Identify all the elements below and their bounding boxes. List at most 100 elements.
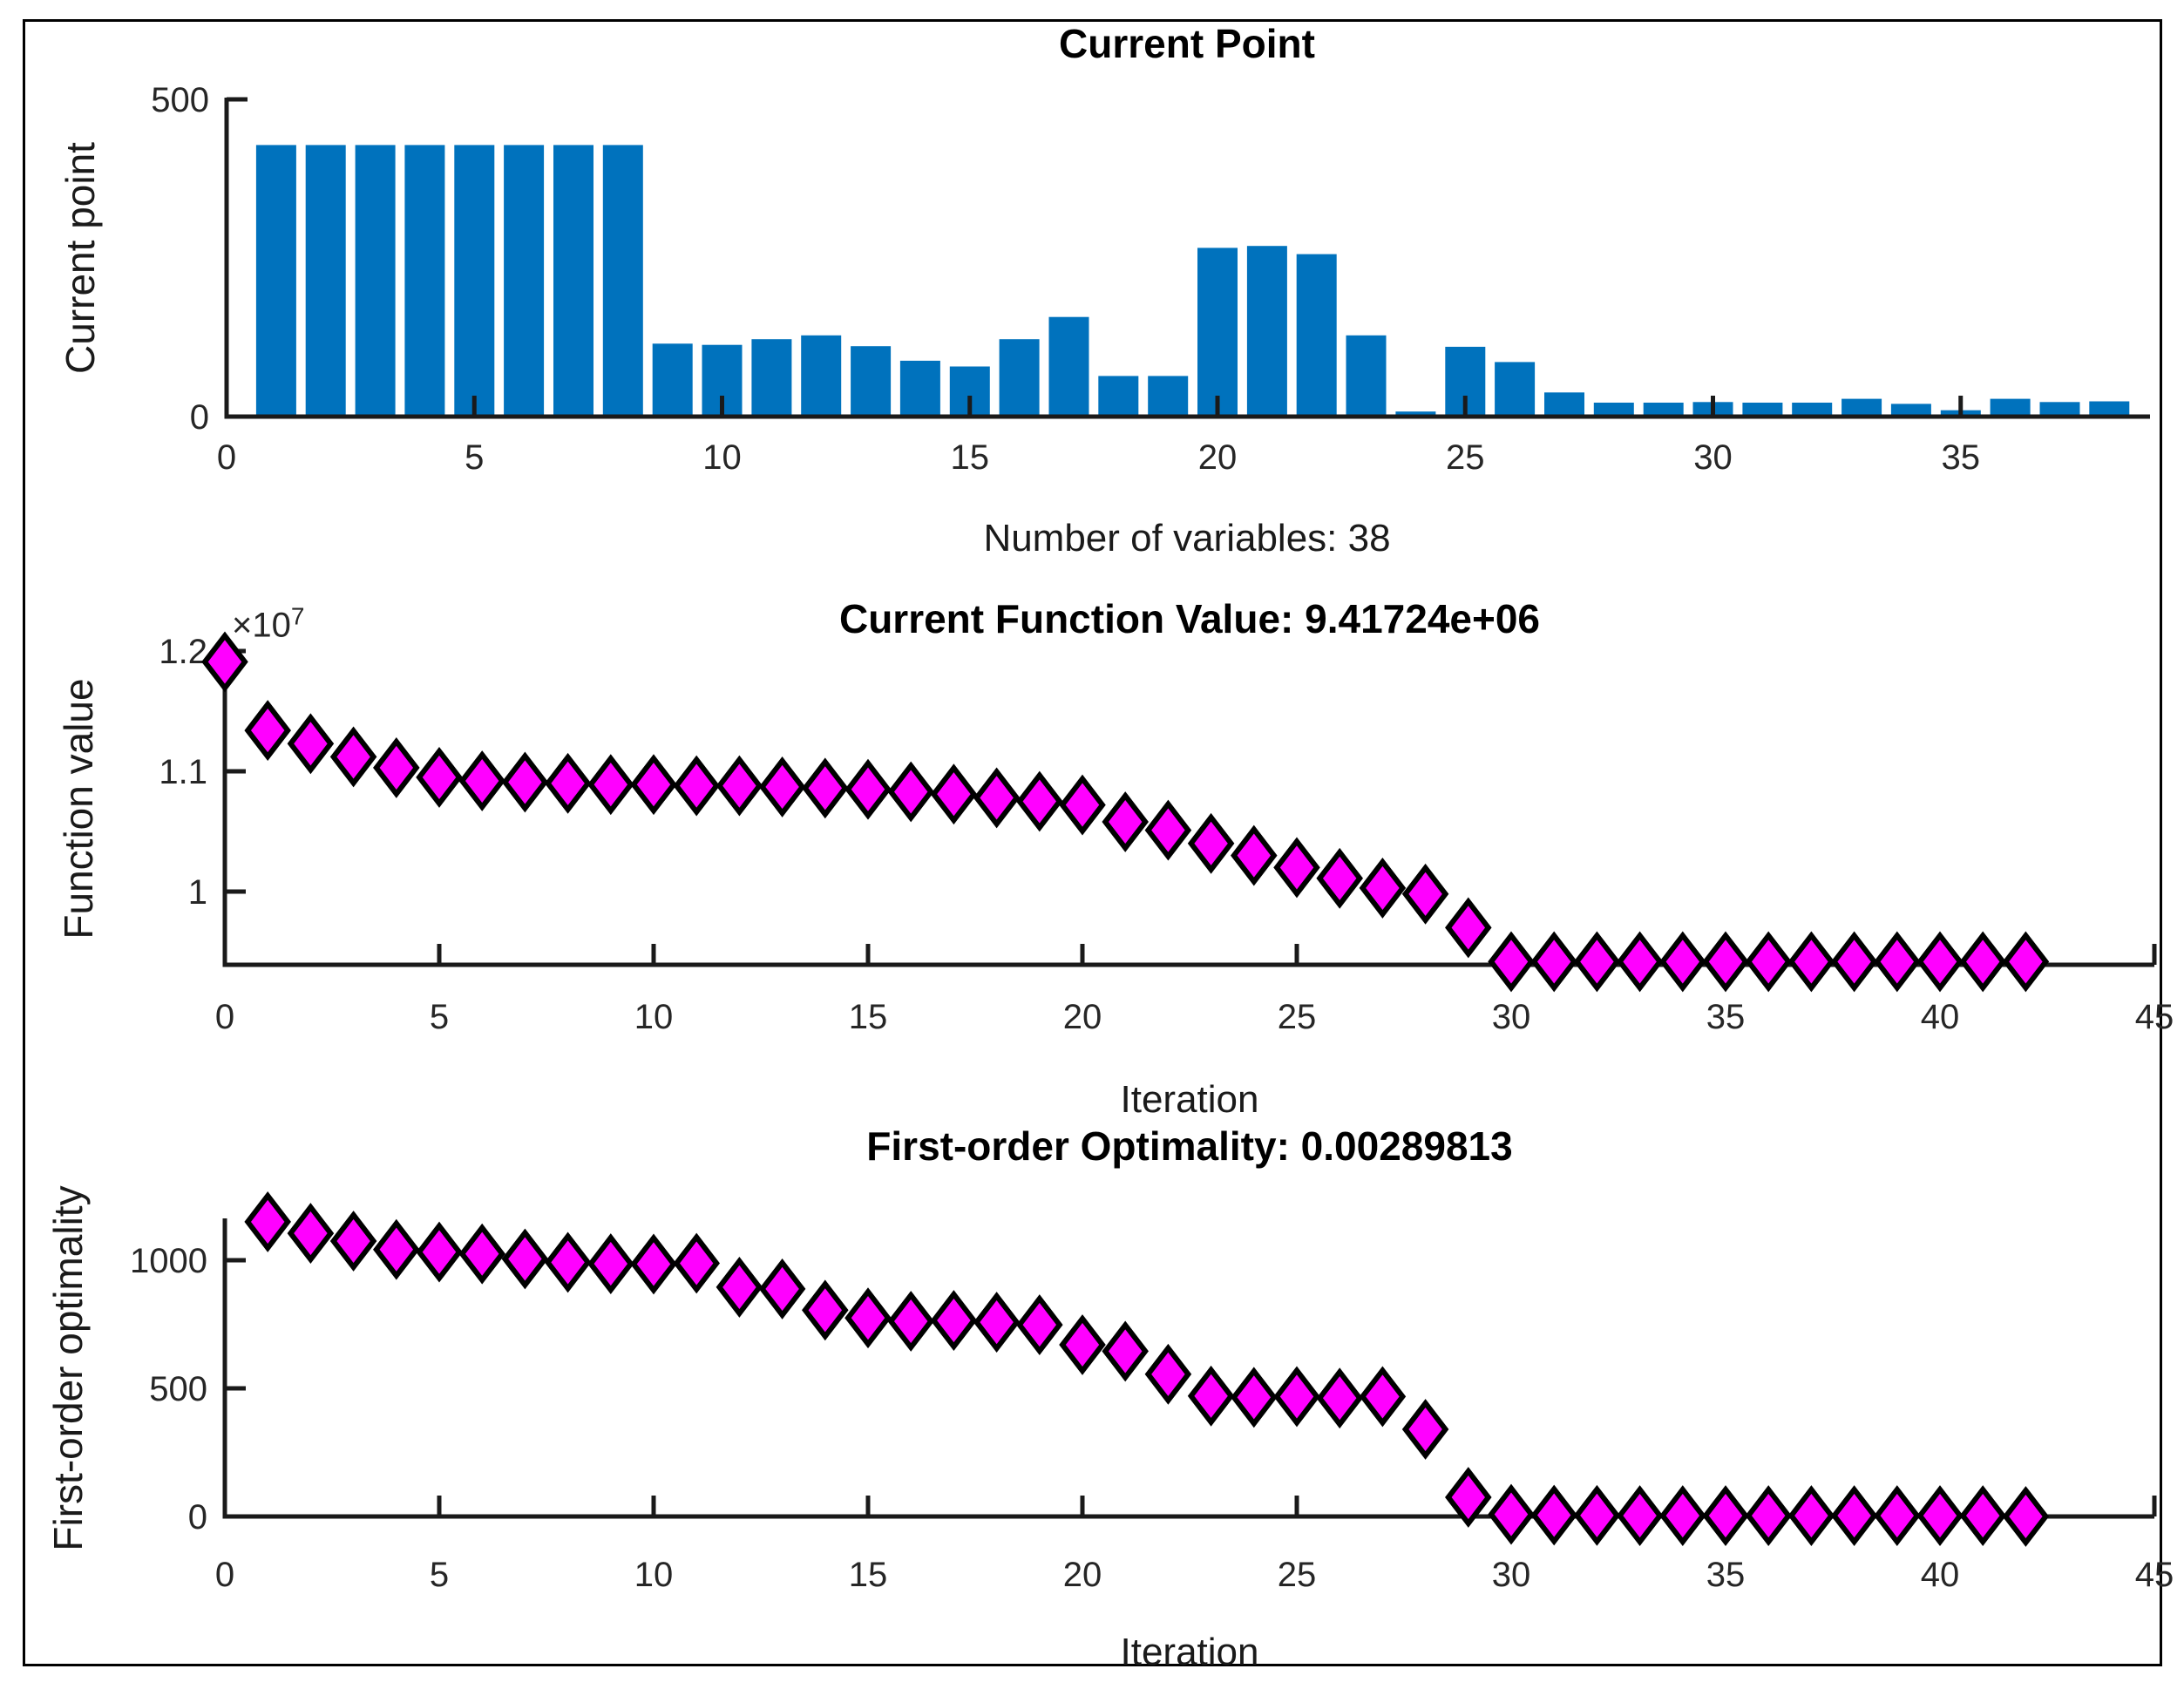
x-tick-label: 20 (1198, 438, 1238, 477)
data-point-marker (587, 1233, 634, 1295)
bar (851, 346, 892, 417)
data-point-marker (1316, 1367, 1363, 1429)
x-tick-label: 35 (1706, 998, 1746, 1036)
x-tick-label: 30 (1492, 1556, 1531, 1594)
data-point-marker (1102, 791, 1149, 852)
iteration-label-bottom: Iteration (1120, 1631, 1259, 1673)
bar (751, 339, 792, 417)
bar (801, 335, 842, 417)
data-point-marker (802, 1279, 849, 1341)
data-point-marker (1231, 1367, 1278, 1428)
data-point-marker (1916, 1485, 1964, 1547)
function-value-ylabel: Function value (56, 678, 101, 940)
data-point-marker (973, 1292, 1021, 1353)
data-point-marker (1530, 931, 1577, 993)
function-value-title: Current Function Value: 9.41724e+06 (838, 596, 1541, 641)
data-point-marker (1316, 847, 1363, 909)
data-point-marker (329, 726, 377, 788)
data-point-marker (1231, 824, 1278, 886)
data-point-marker (1959, 1485, 2006, 1547)
y-tick-label: 1000 (130, 1242, 207, 1280)
data-point-marker (1401, 1399, 1449, 1460)
x-tick-label: 30 (1492, 998, 1531, 1036)
data-point-marker (1187, 812, 1235, 874)
data-point-marker (1830, 1485, 1878, 1547)
bar (1742, 403, 1783, 417)
x-tick-label: 0 (215, 998, 234, 1036)
data-point-marker (630, 1233, 677, 1295)
x-tick-label: 30 (1693, 438, 1733, 477)
data-point-marker (1702, 1485, 1749, 1547)
x-tick-label: 35 (1706, 1556, 1746, 1594)
bar (1593, 403, 1634, 417)
data-point-marker (1059, 1314, 1106, 1375)
data-point-marker (544, 752, 592, 814)
data-point-marker (501, 751, 549, 813)
data-point-marker (416, 746, 463, 808)
data-point-marker (1916, 931, 1964, 993)
x-tick-label: 5 (430, 1556, 449, 1594)
data-point-marker (501, 1228, 549, 1290)
bar (1246, 246, 1287, 417)
axis-lines (222, 650, 2154, 967)
data-point-marker (1616, 931, 1664, 993)
data-point-marker (587, 754, 634, 816)
data-point-marker (716, 1256, 763, 1318)
x-tick-label: 5 (430, 998, 449, 1036)
data-point-marker (1659, 1485, 1706, 1547)
data-point-marker (630, 754, 677, 816)
bar (1495, 362, 1536, 417)
y-tick-label: 500 (149, 1370, 207, 1408)
x-tick-label: 25 (1446, 438, 1485, 477)
data-point-marker (2002, 931, 2050, 993)
data-point-marker (1273, 1366, 1320, 1428)
data-point-marker (1059, 774, 1106, 836)
x-tick-label: 15 (951, 438, 990, 477)
function-value-plot: 0 5 10 15 20 25 30 35 40 45 1 1.1 1.2 (159, 631, 2174, 1036)
data-point-marker (887, 1291, 934, 1352)
data-point-marker (2002, 1486, 2050, 1547)
data-point-marker (887, 761, 934, 823)
data-point-marker (1616, 1485, 1664, 1547)
bar (652, 343, 693, 417)
data-point-marker (373, 736, 420, 798)
data-point-marker (844, 1287, 892, 1349)
bar (2039, 402, 2080, 417)
y-tick-label: 1.2 (159, 633, 207, 671)
x-tick-label: 0 (217, 438, 236, 477)
data-point-marker (1874, 931, 1921, 993)
data-point-marker (1787, 931, 1835, 993)
data-point-marker (1530, 1484, 1577, 1546)
y-tick-label: 1.1 (159, 753, 207, 791)
x-tick-label: 10 (634, 1556, 674, 1594)
current-point-ylabel: Current point (58, 142, 103, 374)
data-point-marker (244, 1191, 291, 1252)
data-point-marker (544, 1231, 592, 1293)
data-point-marker (1445, 897, 1492, 959)
bar (454, 145, 495, 417)
data-point-marker (758, 1258, 806, 1319)
data-point-marker (458, 750, 505, 811)
data-point-marker (1102, 1320, 1149, 1382)
data-point-marker (1830, 931, 1878, 993)
bar (2089, 401, 2130, 417)
bar (305, 145, 346, 417)
x-tick-label: 15 (849, 1556, 888, 1594)
data-point-marker (1488, 1483, 1535, 1545)
y-tick-label: 0 (190, 398, 209, 437)
data-point-marker (1016, 770, 1063, 832)
y-tick-label: 500 (151, 81, 209, 119)
bar (1890, 404, 1931, 417)
data-point-marker (844, 758, 892, 820)
data-point-marker (1016, 1294, 1063, 1356)
data-point-marker (1702, 931, 1749, 993)
data-point-marker (1745, 931, 1792, 993)
first-order-optimality-plot: 0 5 10 15 20 25 30 35 40 45 0 500 1000 (130, 1191, 2174, 1594)
data-point-marker (287, 1203, 335, 1265)
data-point-marker (1659, 931, 1706, 993)
bar (1346, 335, 1387, 417)
data-point-marker (1488, 931, 1535, 993)
data-point-marker (673, 1232, 720, 1294)
bar (1990, 398, 2031, 417)
